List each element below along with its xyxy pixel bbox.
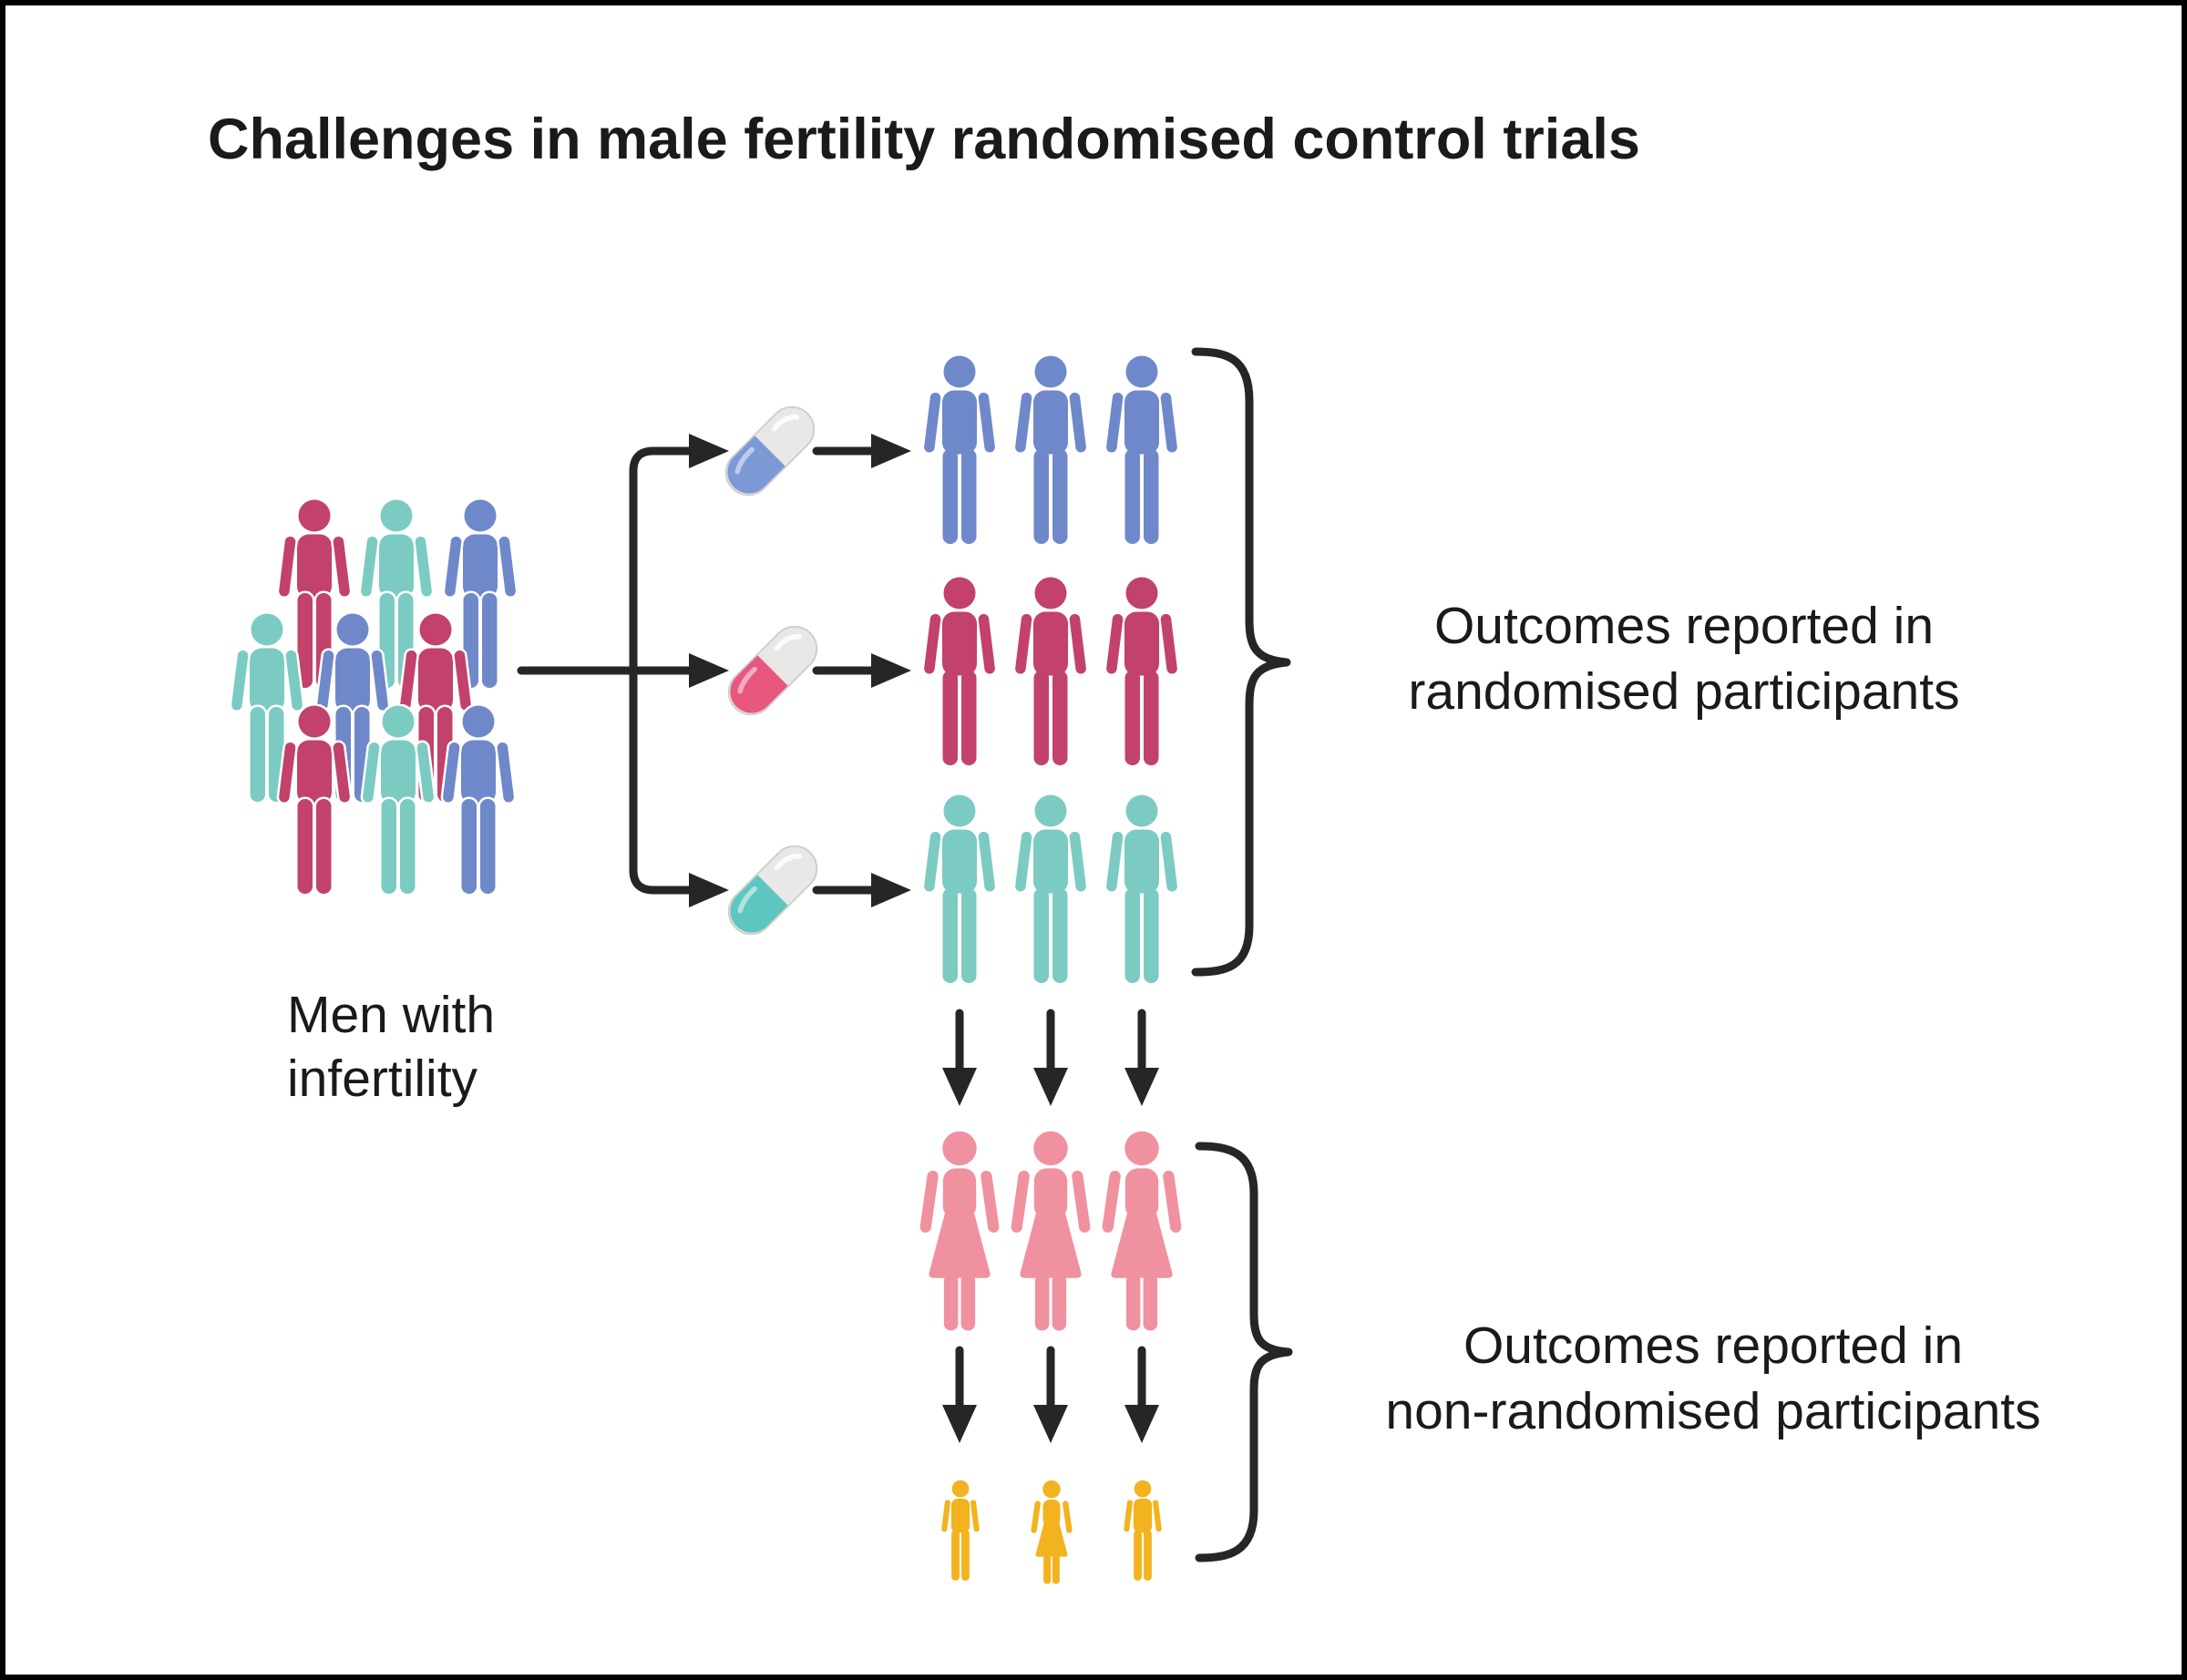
arrowhead-down-5 [1033,1405,1068,1443]
non-randomised-outcome-line2: non-randomised participants [1385,1382,2040,1440]
population-label-line2: infertility [287,1050,478,1108]
pink-capsule-icon [720,618,827,724]
page-title: Challenges in male fertility randomised … [208,108,1640,171]
man-icon [1014,355,1087,544]
blue-capsule-icon [717,398,824,505]
man-icon [1014,577,1087,765]
non-randomised-outcome-line1: Outcomes reported in [1463,1316,1963,1375]
randomised-outcome-line2: randomised participants [1408,662,1959,721]
arrowhead-branch-2 [689,653,729,688]
population-label-line1: Men with [287,986,495,1044]
arrowhead-down-4 [942,1405,977,1443]
arrowhead-pill-3 [871,873,911,907]
arrowhead-pill-1 [871,434,911,468]
girl-icon [1031,1480,1073,1584]
woman-icon [919,1131,1001,1331]
men-with-infertility-cluster [231,500,516,895]
man-icon [1014,794,1087,983]
children-row [940,1480,1163,1584]
connector-top [629,446,695,675]
arrowhead-down-6 [1124,1405,1159,1443]
man-icon [923,355,996,544]
arm-teal-participants [923,794,1178,983]
arm-blue-participants [923,355,1178,544]
arrowhead-down-1 [942,1068,977,1106]
teal-capsule-body [720,837,827,944]
woman-icon [1101,1131,1183,1331]
blue-capsule-body [717,398,824,505]
connector-bottom [629,666,695,895]
man-icon [923,577,996,765]
boy-icon [1123,1480,1163,1581]
arrowhead-down-2 [1033,1068,1068,1106]
arrowhead-pill-2 [871,653,911,688]
boy-icon [940,1480,981,1581]
flow-lines [517,347,1293,1562]
man-icon [923,794,996,983]
arrowhead-branch-1 [689,434,729,468]
man-icon [1105,794,1178,983]
population-label: Men with infertility [287,986,495,1108]
brace-randomised [1191,347,1291,977]
arrowhead-down-3 [1124,1068,1159,1106]
man-icon [1105,577,1178,765]
man-icon [1105,355,1178,544]
arrowheads [689,434,1159,1443]
pink-capsule-body [720,618,827,724]
partner-women-row [919,1131,1183,1331]
brace-non-randomised [1195,1142,1293,1562]
randomised-outcome-line1: Outcomes reported in [1434,597,1934,655]
non-randomised-outcome-label: Outcomes reported in non-randomised part… [1385,1316,2040,1440]
woman-icon [1010,1131,1092,1331]
arm-pink-participants [923,577,1178,765]
randomised-outcome-label: Outcomes reported in randomised particip… [1408,597,1959,721]
arrowhead-branch-3 [689,873,729,907]
teal-capsule-icon [720,837,827,944]
